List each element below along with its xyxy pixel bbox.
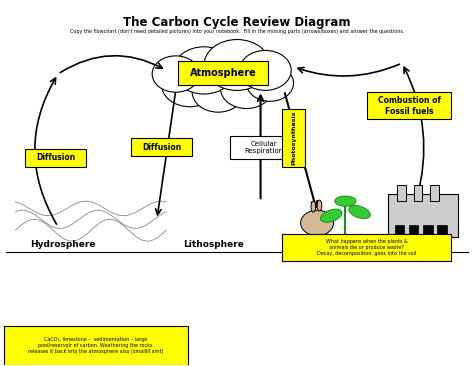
- FancyBboxPatch shape: [397, 185, 406, 201]
- Circle shape: [220, 68, 273, 109]
- Circle shape: [239, 51, 291, 90]
- Text: The Carbon Cycle Review Diagram: The Carbon Cycle Review Diagram: [123, 16, 351, 29]
- FancyBboxPatch shape: [178, 61, 268, 85]
- Text: CaCO₃, limestone –  sedimentation – large
pool/reservoir of carbon. Weathering t: CaCO₃, limestone – sedimentation – large…: [28, 337, 164, 354]
- FancyBboxPatch shape: [409, 225, 419, 234]
- FancyBboxPatch shape: [423, 225, 433, 234]
- Text: Diffusion: Diffusion: [142, 142, 181, 152]
- Text: Cellular
Respiration: Cellular Respiration: [245, 141, 284, 154]
- FancyBboxPatch shape: [414, 185, 422, 201]
- Text: Combustion of
Fossil fuels: Combustion of Fossil fuels: [378, 96, 440, 116]
- FancyBboxPatch shape: [395, 225, 404, 234]
- Circle shape: [246, 65, 293, 101]
- Ellipse shape: [311, 201, 316, 212]
- Ellipse shape: [335, 196, 356, 206]
- Text: Lithosphere: Lithosphere: [183, 240, 244, 249]
- FancyBboxPatch shape: [131, 138, 192, 156]
- Text: Atmosphere: Atmosphere: [190, 68, 256, 78]
- Text: Photosynthesis: Photosynthesis: [291, 111, 296, 165]
- Circle shape: [152, 56, 199, 92]
- FancyBboxPatch shape: [438, 225, 447, 234]
- FancyBboxPatch shape: [25, 149, 86, 167]
- FancyBboxPatch shape: [4, 326, 188, 365]
- FancyBboxPatch shape: [430, 185, 438, 201]
- Ellipse shape: [349, 206, 370, 219]
- FancyBboxPatch shape: [388, 194, 458, 238]
- Circle shape: [301, 210, 334, 236]
- Ellipse shape: [320, 209, 342, 222]
- Circle shape: [162, 63, 218, 107]
- Circle shape: [204, 40, 270, 90]
- Text: Copy the flowchart (don't need detailed pictures) into your notebook.  Fill in t: Copy the flowchart (don't need detailed …: [70, 29, 404, 34]
- FancyBboxPatch shape: [366, 92, 451, 119]
- FancyBboxPatch shape: [282, 109, 305, 167]
- Text: Biosphere: Biosphere: [391, 240, 442, 249]
- Ellipse shape: [317, 200, 322, 211]
- Circle shape: [173, 47, 235, 94]
- Text: Hydrosphere: Hydrosphere: [30, 240, 95, 249]
- FancyBboxPatch shape: [282, 234, 451, 261]
- Circle shape: [192, 72, 244, 112]
- Text: Diffusion: Diffusion: [36, 153, 75, 163]
- FancyBboxPatch shape: [230, 136, 298, 159]
- Text: What happens when the plants &
animals die or produce waste?
Decay, decompositio: What happens when the plants & animals d…: [317, 239, 416, 256]
